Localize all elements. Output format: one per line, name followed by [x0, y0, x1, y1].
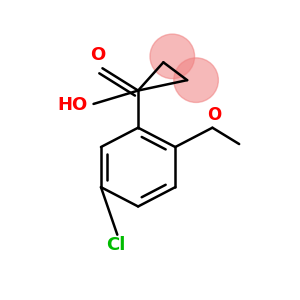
Text: O: O	[207, 106, 221, 124]
Text: HO: HO	[57, 96, 88, 114]
Text: O: O	[90, 46, 106, 64]
Circle shape	[174, 58, 218, 102]
Text: Cl: Cl	[106, 236, 125, 254]
Circle shape	[150, 34, 195, 79]
